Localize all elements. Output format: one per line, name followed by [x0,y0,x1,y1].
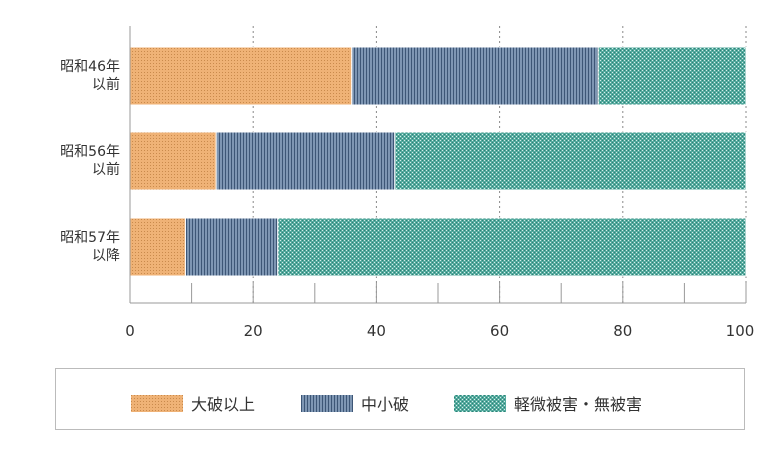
x-tick-label-40: 40 [366,322,386,340]
legend-swatch-heavy [131,394,183,412]
bar-medium-cat-2 [184,217,279,277]
bar-light-cat-1 [394,131,747,191]
bar-medium-cat-0 [351,46,599,106]
category-label-2: 昭和57年 以降 [60,230,120,264]
bar-light-cat-2 [277,217,747,277]
bar-medium-cat-1 [215,131,396,191]
x-tick-label-0: 0 [125,322,135,340]
legend-swatch-fill-light [454,394,506,412]
legend-swatch-medium [301,394,353,412]
legend-swatch-fill-medium [301,394,353,412]
legend-label-medium: 中小破 [361,395,410,414]
category-label-0: 昭和46年 以前 [60,59,120,93]
bar-heavy-cat-0 [129,46,353,106]
category-label-1: 昭和56年 以前 [60,144,120,178]
legend-item-heavy: 大破以上 [131,391,255,415]
legend-label-heavy: 大破以上 [191,395,256,414]
bar-light-cat-0 [597,46,747,106]
bar-heavy-cat-1 [129,131,217,191]
legend: 大破以上 中小破 軽微被害・無被害 [55,368,745,430]
legend-item-medium: 中小破 [301,391,409,415]
legend-item-light: 軽微被害・無被害 [454,391,642,415]
bar-heavy-cat-2 [129,217,186,277]
legend-label-light: 軽微被害・無被害 [514,395,643,414]
legend-swatch-fill-heavy [131,394,183,412]
x-tick-label-100: 100 [725,322,755,340]
legend-swatch-light [454,394,506,412]
x-tick-label-60: 60 [490,322,510,340]
x-tick-label-80: 80 [613,322,633,340]
x-tick-label-20: 20 [243,322,263,340]
